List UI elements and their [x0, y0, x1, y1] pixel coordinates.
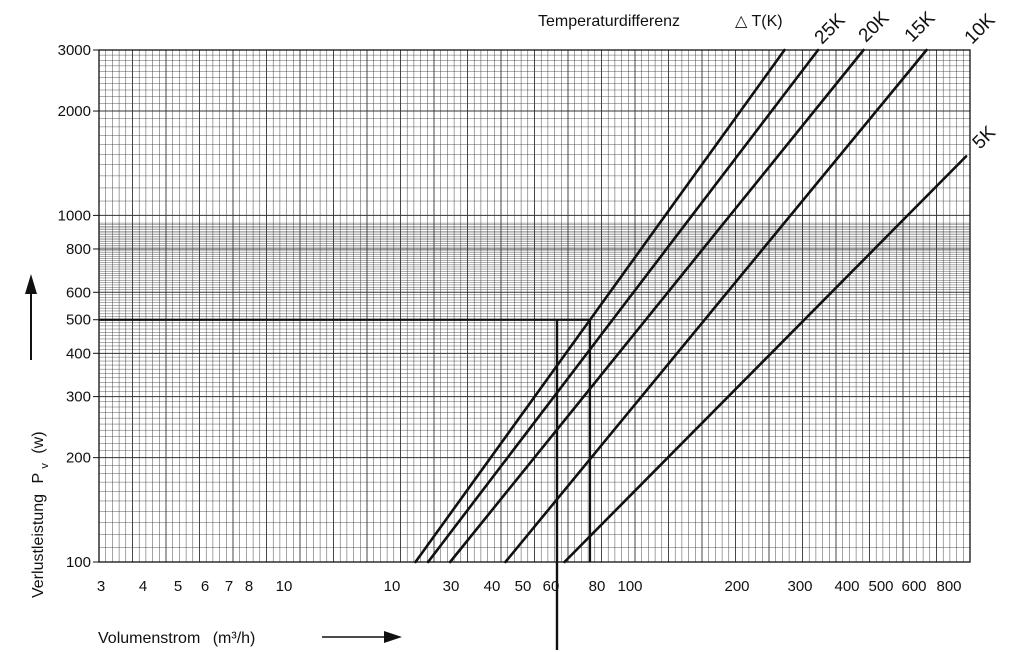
x-tick-label: 5: [174, 578, 182, 595]
y-tick-label: 600: [66, 284, 91, 301]
y-axis-unit: (w): [30, 431, 47, 453]
x-tick-label: 10: [384, 578, 401, 595]
y-tick-label: 100: [66, 554, 91, 571]
x-tick-label: 8: [245, 578, 253, 595]
x-axis-label: Volumenstrom: [98, 630, 200, 647]
legend-title-symbol: △ T(K): [735, 13, 783, 30]
series-label-20K: 20K: [855, 8, 894, 47]
y-axis-label: Verlustleistung: [30, 494, 47, 598]
y-tick-label: 2000: [58, 103, 91, 120]
x-tick-label: 200: [724, 578, 749, 595]
x-tick-label: 6: [201, 578, 209, 595]
x-tick-label: 500: [868, 578, 893, 595]
series-label-10K: 10K: [961, 10, 1000, 49]
series-line-5K: [563, 155, 968, 564]
y-tick-label: 400: [66, 345, 91, 362]
x-tick-label: 4: [139, 578, 147, 595]
x-tick-label: 300: [787, 578, 812, 595]
grid: [98, 49, 971, 563]
x-tick-label: 80: [589, 578, 606, 595]
y-tick-label: 1000: [58, 207, 91, 224]
y-tick-label: 200: [66, 450, 91, 467]
y-tick-label: 300: [66, 389, 91, 406]
x-axis-unit: (m³/h): [213, 630, 256, 647]
y-tick-label: 800: [66, 241, 91, 258]
x-tick-label: 400: [834, 578, 859, 595]
y-tick-labels: 100 200 300 400 500 600 800 1000 2000 3000: [58, 42, 99, 571]
y-tick-label: 3000: [58, 42, 91, 59]
series-line-15K: [448, 48, 865, 564]
x-tick-label: 7: [225, 578, 233, 595]
x-tick-label: 600: [901, 578, 926, 595]
y-axis-symbol: P: [30, 473, 47, 483]
series-line-25K: [414, 48, 786, 564]
x-tick-label: 30: [443, 578, 460, 595]
x-tick-label: 40: [484, 578, 501, 595]
plot-border: [98, 49, 971, 563]
annotation-lines: [99, 318, 592, 650]
y-tick-label: 500: [66, 312, 91, 329]
y-axis-subscript: v: [39, 463, 51, 469]
x-tick-label: 10: [276, 578, 293, 595]
y-axis-title: Verlustleistung P v (w): [30, 431, 52, 598]
x-tick-label: 3: [97, 578, 105, 595]
x-tick-label: 60: [543, 578, 560, 595]
x-tick-label: 100: [617, 578, 642, 595]
series-line-20K: [426, 48, 820, 564]
series-lines: [414, 48, 968, 564]
x-tick-label: 800: [936, 578, 961, 595]
x-tick-label: 50: [515, 578, 532, 595]
series-label-15K: 15K: [901, 8, 940, 47]
series-label-25K: 25K: [811, 10, 850, 49]
series-line-10K: [504, 48, 928, 564]
svg-text:Verlustleistung P: Verlustleistung P v (w): [30, 431, 52, 598]
x-tick-labels: 3 4 5 6 7 8 10 10 30 40 50 60 80 100 200 300 400 500 600 80…: [97, 578, 962, 595]
y-axis-arrow-icon: [25, 274, 37, 360]
x-axis-title: Volumenstrom (m³/h): [98, 630, 255, 647]
x-axis-arrow-icon: [322, 631, 402, 643]
series-label-5K: 5K: [969, 122, 1001, 154]
chart-title: Temperaturdifferenz: [538, 13, 680, 30]
plot-frame: [98, 49, 971, 563]
